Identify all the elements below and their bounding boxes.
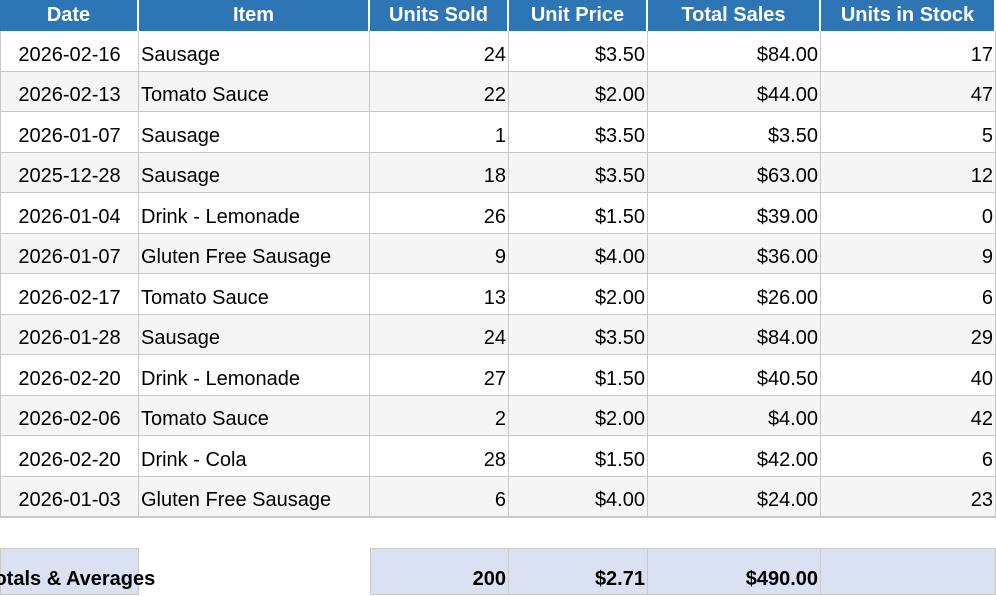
totals-value[interactable]: 200 xyxy=(370,548,509,595)
table-cell[interactable]: 2026-01-04 xyxy=(0,193,139,235)
table-cell[interactable]: 9 xyxy=(370,233,509,275)
table-cell[interactable]: $26.00 xyxy=(648,274,821,316)
table-cell[interactable]: 40 xyxy=(821,355,996,397)
table-cell[interactable]: 1 xyxy=(370,112,509,154)
table-cell[interactable]: 23 xyxy=(821,476,996,518)
table-cell[interactable]: 6 xyxy=(821,436,996,478)
table-cell[interactable]: 2026-02-06 xyxy=(0,395,139,437)
table-cell[interactable]: $2.00 xyxy=(509,395,648,437)
table-cell[interactable]: $4.00 xyxy=(509,233,648,275)
table-cell[interactable]: $1.50 xyxy=(509,355,648,397)
column-header[interactable]: Units in Stock xyxy=(821,0,996,31)
table-cell[interactable]: 0 xyxy=(821,193,996,235)
table-cell[interactable]: $40.50 xyxy=(648,355,821,397)
table-cell[interactable]: Drink - Cola xyxy=(139,436,370,478)
table-cell[interactable]: Sausage xyxy=(139,31,370,73)
table-cell[interactable]: $2.00 xyxy=(509,274,648,316)
table-cell[interactable]: 47 xyxy=(821,71,996,113)
column-header[interactable]: Units Sold xyxy=(370,0,509,31)
table-cell[interactable]: 5 xyxy=(821,112,996,154)
table-cell[interactable]: 24 xyxy=(370,314,509,356)
table-cell[interactable]: 2026-02-20 xyxy=(0,355,139,397)
table-cell[interactable]: $84.00 xyxy=(648,314,821,356)
column-header[interactable]: Date xyxy=(0,0,139,31)
table-cell[interactable]: 2025-12-28 xyxy=(0,152,139,194)
table-cell[interactable]: $4.00 xyxy=(648,395,821,437)
totals-blank xyxy=(370,548,996,595)
table-cell[interactable]: 22 xyxy=(370,71,509,113)
table-cell[interactable]: 6 xyxy=(821,274,996,316)
table-cell[interactable]: 42 xyxy=(821,395,996,437)
table-cell[interactable]: Tomato Sauce xyxy=(139,274,370,316)
table-cell[interactable]: 6 xyxy=(370,476,509,518)
totals-value[interactable]: $490.00 xyxy=(648,548,821,595)
table-cell[interactable]: $63.00 xyxy=(648,152,821,194)
column-header[interactable]: Unit Price xyxy=(509,0,648,31)
table-cell[interactable]: 28 xyxy=(370,436,509,478)
table-cell[interactable]: Gluten Free Sausage xyxy=(139,233,370,275)
table-cell[interactable]: 2026-01-07 xyxy=(0,233,139,275)
table-cell[interactable]: 9 xyxy=(821,233,996,275)
table-cell[interactable]: 27 xyxy=(370,355,509,397)
table-cell[interactable]: $1.50 xyxy=(509,436,648,478)
table-cell[interactable]: 24 xyxy=(370,31,509,73)
table-cell[interactable]: $36.00 xyxy=(648,233,821,275)
totals-label: Totals & Averages xyxy=(0,568,156,590)
table-cell[interactable]: Sausage xyxy=(139,314,370,356)
column-header[interactable]: Item xyxy=(139,0,370,31)
table-cell[interactable]: $3.50 xyxy=(509,152,648,194)
table-cell[interactable]: 29 xyxy=(821,314,996,356)
table-cell[interactable]: 2 xyxy=(370,395,509,437)
totals-value[interactable]: $2.71 xyxy=(509,548,648,595)
table-cell[interactable]: $3.50 xyxy=(648,112,821,154)
table-cell[interactable]: $39.00 xyxy=(648,193,821,235)
table-cell[interactable]: Sausage xyxy=(139,112,370,154)
table-cell[interactable]: $3.50 xyxy=(509,112,648,154)
table-cell[interactable]: Tomato Sauce xyxy=(139,71,370,113)
table-cell[interactable]: 2026-01-28 xyxy=(0,314,139,356)
table-cell[interactable]: 2026-01-07 xyxy=(0,112,139,154)
table-cell[interactable]: Drink - Lemonade xyxy=(139,355,370,397)
table-cell[interactable]: $3.50 xyxy=(509,314,648,356)
table-cell[interactable]: 13 xyxy=(370,274,509,316)
table-cell[interactable]: 2026-01-03 xyxy=(0,476,139,518)
table-cell[interactable]: Sausage xyxy=(139,152,370,194)
column-header[interactable]: Total Sales xyxy=(648,0,821,31)
table-cell[interactable]: 17 xyxy=(821,31,996,73)
table-cell[interactable]: $1.50 xyxy=(509,193,648,235)
table-cell[interactable]: 26 xyxy=(370,193,509,235)
table-cell[interactable]: Gluten Free Sausage xyxy=(139,476,370,518)
table-cell[interactable]: Tomato Sauce xyxy=(139,395,370,437)
table-cell[interactable]: $24.00 xyxy=(648,476,821,518)
table-cell[interactable]: $44.00 xyxy=(648,71,821,113)
table-cell[interactable]: $4.00 xyxy=(509,476,648,518)
table-cell[interactable]: 2026-02-20 xyxy=(0,436,139,478)
table-cell[interactable]: $84.00 xyxy=(648,31,821,73)
table-cell[interactable]: Drink - Lemonade xyxy=(139,193,370,235)
table-cell[interactable]: $3.50 xyxy=(509,31,648,73)
table-cell[interactable]: $2.00 xyxy=(509,71,648,113)
table-cell[interactable]: $42.00 xyxy=(648,436,821,478)
table-cell[interactable]: 12 xyxy=(821,152,996,194)
totals-label-cell xyxy=(0,548,139,595)
table-cell[interactable]: 2026-02-17 xyxy=(0,274,139,316)
table-cell[interactable]: 2026-02-13 xyxy=(0,71,139,113)
table-cell[interactable]: 18 xyxy=(370,152,509,194)
table-cell[interactable]: 2026-02-16 xyxy=(0,31,139,73)
